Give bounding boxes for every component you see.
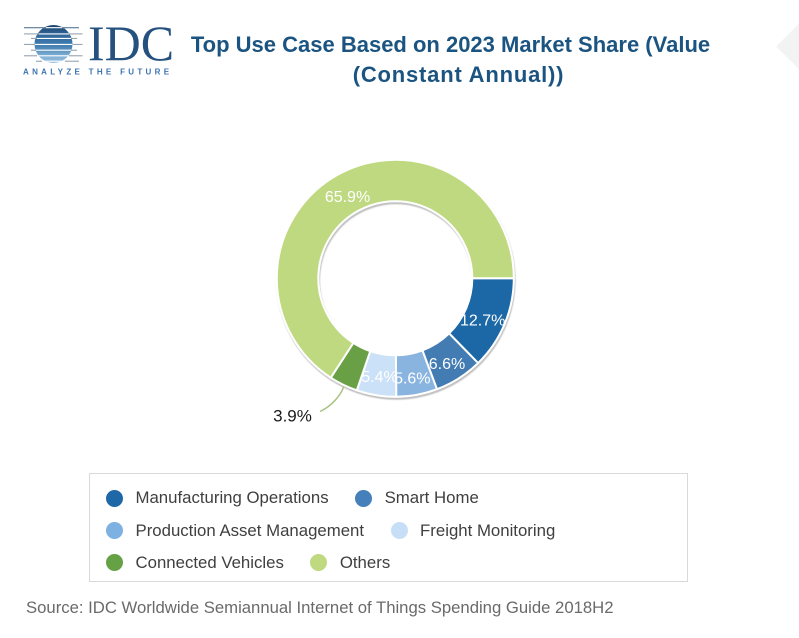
- svg-text:ANALYZE THE FUTURE: ANALYZE THE FUTURE: [23, 68, 172, 77]
- svg-text:6.6%: 6.6%: [429, 356, 465, 373]
- svg-text:3.9%: 3.9%: [273, 406, 312, 425]
- svg-text:5.4%: 5.4%: [361, 369, 397, 386]
- svg-text:65.9%: 65.9%: [325, 189, 370, 206]
- svg-text:12.7%: 12.7%: [460, 313, 505, 330]
- svg-text:IDC: IDC: [88, 20, 174, 71]
- svg-text:5.6%: 5.6%: [394, 370, 430, 387]
